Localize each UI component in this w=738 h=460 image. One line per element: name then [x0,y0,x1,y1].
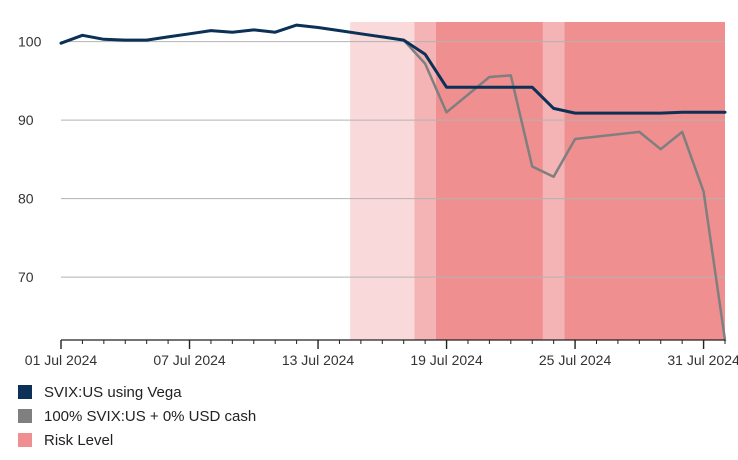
risk-bands [350,22,725,340]
legend-item-vega: SVIX:US using Vega [18,380,256,404]
legend-label-svix: 100% SVIX:US + 0% USD cash [44,407,257,425]
y-tick-label-3: 70 [18,269,34,285]
gridlines [61,41,725,278]
x-tick-label-3: 19 Jul 2024 [410,352,483,368]
svix-performance-chart: 01 Jul 2024 07 Jul 2024 13 Jul 2024 19 Jul … [18,22,738,368]
legend: SVIX:US using Vega 100% SVIX:US + 0% USD… [18,380,256,452]
legend-swatch-risk [18,433,32,447]
x-tick-label-0: 01 Jul 2024 [25,352,98,368]
legend-item-risk: Risk Level [18,428,256,452]
risk-band-0 [350,22,415,340]
legend-label-vega: SVIX:US using Vega [44,383,182,401]
x-tick-label-5: 31 Jul 2024 [667,352,738,368]
risk-band-4 [564,22,725,340]
y-axis: 100 90 80 70 [18,34,42,286]
series-lines [59,23,727,342]
risk-band-2 [435,22,543,340]
y-tick-label-1: 90 [18,112,34,128]
x-tick-label-1: 07 Jul 2024 [153,352,226,368]
legend-item-svix: 100% SVIX:US + 0% USD cash [18,404,256,428]
legend-label-risk: Risk Level [44,431,114,449]
x-tick-label-2: 13 Jul 2024 [282,352,355,368]
x-tick-label-4: 25 Jul 2024 [539,352,612,368]
risk-band-1 [414,22,436,340]
series-line-0 [59,23,727,115]
legend-swatch-svix [18,409,32,423]
legend-swatch-vega [18,385,32,399]
x-axis: 01 Jul 2024 07 Jul 2024 13 Jul 2024 19 Jul … [25,339,738,368]
y-tick-label-2: 80 [18,191,34,207]
y-tick-label-0: 100 [18,34,42,50]
risk-band-3 [542,22,565,340]
